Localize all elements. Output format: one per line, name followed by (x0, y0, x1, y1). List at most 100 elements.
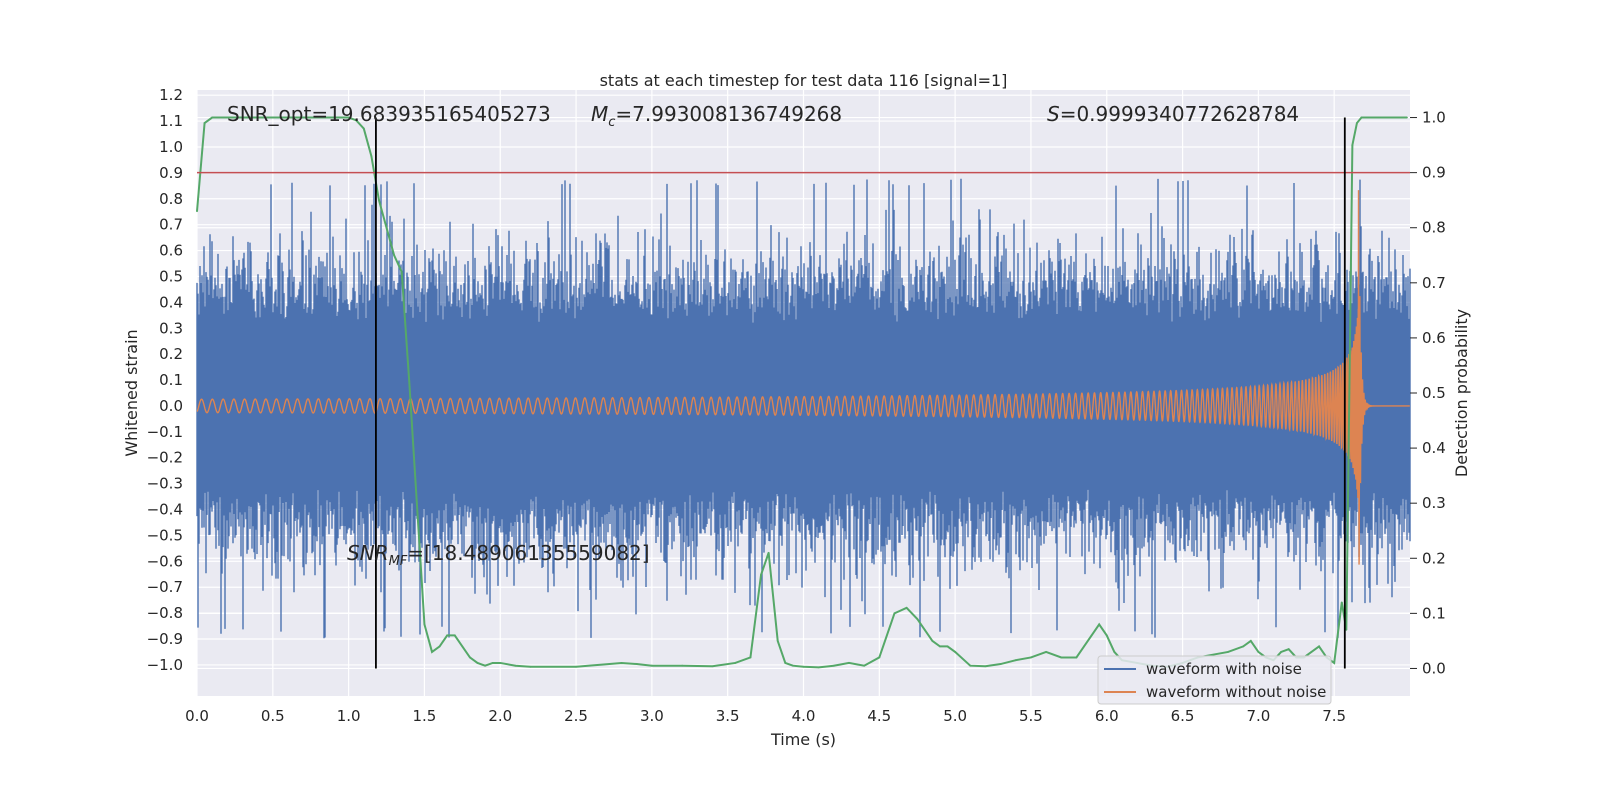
x-tick-label: 6.5 (1171, 707, 1195, 725)
probability-point (1345, 628, 1348, 631)
y-tick-label: −1.0 (147, 656, 183, 674)
probability-point (1249, 640, 1252, 642)
probability-point (954, 651, 957, 653)
snr-mf-symbol: SNR (347, 541, 389, 565)
probability-point (226, 116, 229, 119)
probability-point (385, 226, 388, 229)
chart-title: stats at each timestep for test data 116… (600, 71, 1008, 90)
probability-point (767, 551, 770, 554)
x-tick-label: 3.0 (640, 707, 664, 725)
probability-point (1075, 656, 1078, 659)
probability-point (1105, 634, 1108, 637)
probability-point (931, 640, 934, 642)
probability-point (491, 662, 494, 664)
y-tick-label: −0.5 (147, 526, 183, 544)
snr-mf-value: =[18.48906135559082] (407, 541, 649, 565)
probability-point (681, 664, 684, 667)
y-tick-label: 0.2 (159, 345, 183, 363)
probability-point (916, 617, 919, 620)
probability-point (499, 662, 502, 664)
probability-point (1030, 656, 1032, 659)
probability-point (760, 573, 762, 576)
probability-point (1310, 651, 1313, 653)
probability-point (408, 381, 411, 383)
probability-point (863, 664, 866, 667)
y-tick-label: 1.0 (159, 138, 183, 156)
probability-point (999, 663, 1002, 665)
probability-point (784, 662, 787, 664)
probability-point (893, 612, 896, 615)
mc-symbol: M (591, 102, 608, 126)
y2-tick-label: 0.7 (1422, 274, 1446, 292)
x-axis-label: Time (s) (770, 730, 836, 749)
probability-point (905, 606, 908, 609)
y2-tick-label: 0.5 (1422, 384, 1446, 402)
probability-point (1227, 651, 1229, 653)
y2-tick-label: 0.1 (1422, 604, 1446, 622)
probability-point (1356, 122, 1358, 124)
y-axis-label: Whitened strain (122, 329, 141, 456)
ticks: 0.0 0.5 1.0 1.5 2.0 2.5 3.0 3.5 4.0 4.5 5.0 5.5 6.0 6… (147, 86, 1446, 725)
y2-tick-label: 0.9 (1422, 164, 1446, 182)
probability-point (241, 116, 244, 119)
probability-point (431, 651, 433, 653)
probability-point (415, 502, 418, 505)
y-tick-label: −0.9 (147, 630, 183, 648)
probability-point (423, 623, 426, 626)
snr-mf-subscript: MF (389, 554, 408, 569)
probability-point (484, 664, 486, 667)
probability-point (848, 662, 850, 664)
probability-point (620, 662, 623, 664)
y-tick-label: −0.4 (147, 501, 183, 519)
probability-point (650, 664, 653, 667)
probability-point (1378, 116, 1381, 119)
probability-point (355, 119, 358, 122)
annotation-s: S=0.9999340772628784 (1047, 102, 1299, 126)
y-tick-label: 1.2 (159, 86, 183, 104)
probability-point (984, 665, 987, 668)
probability-point (1348, 392, 1351, 394)
annotation-snr-mf: SNRMF=[18.48906135559082] (347, 541, 650, 569)
y2-axis-label: Detection probability (1452, 309, 1471, 477)
probability-point (362, 127, 365, 130)
probability-point (946, 645, 949, 648)
series-waveform-without-noise (196, 190, 1410, 565)
probability-point (1351, 144, 1354, 146)
y-tick-label: 1.1 (159, 112, 183, 130)
x-tick-label: 6.0 (1095, 707, 1119, 725)
probability-point (1287, 648, 1290, 651)
y2-tick-label: 0.3 (1422, 494, 1446, 512)
legend: waveform with noise waveform without noi… (1097, 655, 1332, 705)
probability-point (400, 270, 403, 273)
probability-point (832, 664, 835, 667)
probability-point (1360, 116, 1363, 119)
probability-point (1090, 634, 1093, 637)
y-tick-label: 0.6 (159, 242, 183, 260)
s-symbol: S (1047, 102, 1060, 126)
probability-point (1083, 645, 1085, 648)
y2-tick-label: 0.6 (1422, 329, 1446, 347)
probability-point (271, 116, 274, 119)
legend-label-with-noise: waveform with noise (1146, 660, 1302, 678)
y-tick-label: −0.2 (147, 449, 183, 467)
probability-point (711, 665, 714, 668)
probability-point (1257, 651, 1260, 653)
x-tick-label: 0.5 (261, 707, 285, 725)
probability-point (1060, 656, 1063, 659)
y2-tick-label: 1.0 (1422, 109, 1446, 127)
y2-tick-label: 0.8 (1422, 219, 1446, 237)
x-tick-label: 5.0 (943, 707, 967, 725)
y2-tick-label: 0.2 (1422, 549, 1446, 567)
probability-point (791, 664, 794, 667)
probability-point (817, 666, 820, 669)
mc-value: =7.993008136749268 (615, 102, 842, 126)
probability-point (514, 664, 517, 667)
y-tick-label: 0.3 (159, 319, 183, 337)
y-tick-label: −0.1 (147, 423, 183, 441)
probability-point (196, 210, 198, 213)
probability-point (1318, 645, 1320, 648)
x-tick-label: 2.0 (488, 707, 512, 725)
probability-point (1098, 623, 1101, 626)
x-tick-label: 0.0 (185, 707, 209, 725)
